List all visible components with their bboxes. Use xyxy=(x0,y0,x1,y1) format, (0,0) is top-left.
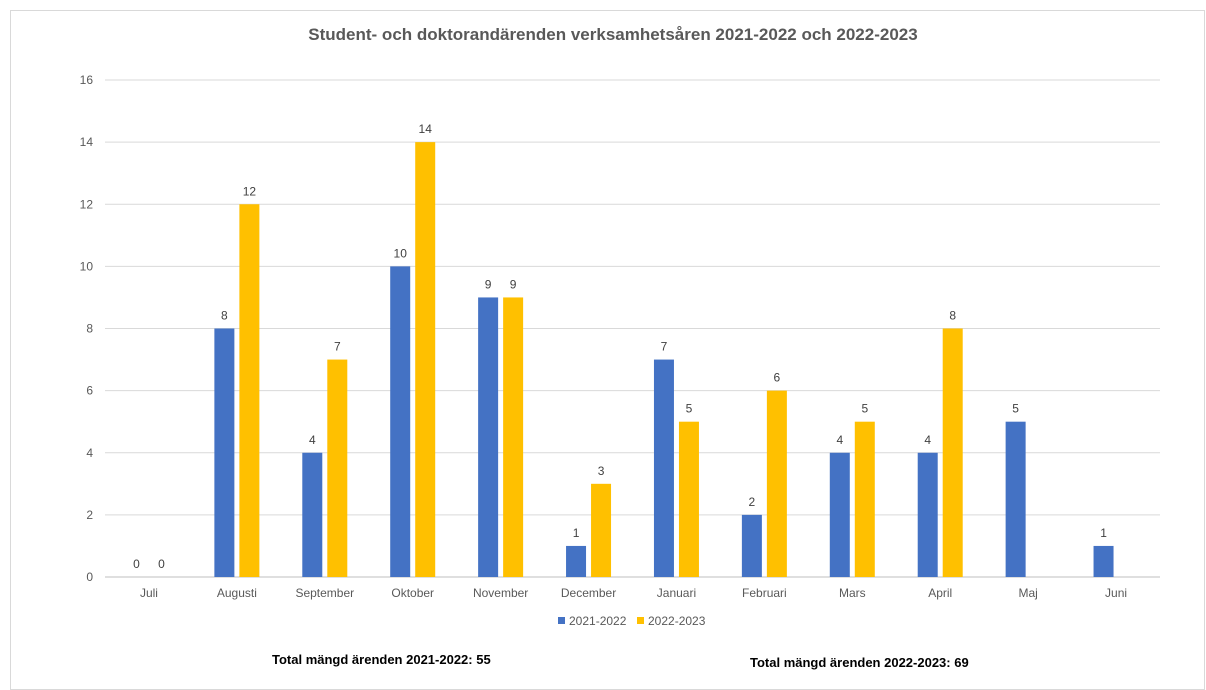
bar xyxy=(1005,421,1026,577)
bar xyxy=(239,204,260,577)
legend-label: 2022-2023 xyxy=(648,614,706,628)
bar xyxy=(766,390,787,577)
x-tick-label: April xyxy=(928,586,952,600)
data-label: 8 xyxy=(221,309,228,323)
bar xyxy=(566,545,587,577)
y-tick-label: 12 xyxy=(80,197,94,211)
bar xyxy=(591,483,612,577)
bar xyxy=(415,142,436,577)
data-label: 1 xyxy=(573,526,580,540)
data-label: 3 xyxy=(598,464,605,478)
data-label: 2 xyxy=(749,495,756,509)
total-2022-2023: Total mängd ärenden 2022-2023: 69 xyxy=(750,655,969,670)
data-label: 6 xyxy=(774,371,781,385)
x-tick-label: Maj xyxy=(1018,586,1037,600)
y-tick-label: 14 xyxy=(80,135,94,149)
data-label: 9 xyxy=(510,277,517,291)
x-tick-label: Augusti xyxy=(217,586,257,600)
legend-swatch xyxy=(637,617,644,624)
legend-label: 2021-2022 xyxy=(569,614,627,628)
bar xyxy=(1093,545,1114,577)
bar xyxy=(214,328,235,577)
x-tick-label: December xyxy=(561,586,616,600)
chart-title: Student- och doktorandärenden verksamhet… xyxy=(308,25,917,44)
x-axis-ticks: Juli Augusti September Oktober November Decem… xyxy=(140,586,1127,600)
x-tick-label: November xyxy=(473,586,528,600)
y-tick-label: 0 xyxy=(86,570,93,584)
bars xyxy=(214,142,1114,577)
data-label: 10 xyxy=(394,246,408,260)
data-label: 0 xyxy=(133,557,140,571)
bar xyxy=(829,452,850,577)
y-tick-label: 8 xyxy=(86,322,93,336)
y-tick-label: 16 xyxy=(80,73,94,87)
y-tick-label: 2 xyxy=(86,508,93,522)
data-label: 8 xyxy=(949,309,956,323)
data-label: 5 xyxy=(686,402,693,416)
gridlines xyxy=(105,79,1160,578)
data-label: 14 xyxy=(419,122,433,136)
bar xyxy=(302,452,323,577)
bar xyxy=(653,359,674,577)
x-tick-label: Januari xyxy=(657,586,696,600)
y-tick-label: 10 xyxy=(80,259,94,273)
data-labels: 0 0 8 12 4 7 10 14 9 9 1 3 7 5 2 6 4 5 4 8 5 1 xyxy=(133,122,1107,571)
data-label: 4 xyxy=(924,433,931,447)
bar xyxy=(327,359,348,577)
data-label: 0 xyxy=(158,557,165,571)
y-tick-label: 6 xyxy=(86,384,93,398)
legend-swatch xyxy=(558,617,565,624)
bar xyxy=(741,514,762,577)
bar xyxy=(917,452,938,577)
y-tick-label: 4 xyxy=(86,446,93,460)
data-label: 5 xyxy=(861,402,868,416)
total-2021-2022: Total mängd ärenden 2021-2022: 55 xyxy=(272,652,491,667)
data-label: 7 xyxy=(661,340,668,354)
bar xyxy=(390,266,411,577)
bar xyxy=(503,297,524,577)
bar xyxy=(854,421,875,577)
x-tick-label: Juni xyxy=(1105,586,1127,600)
x-tick-label: Juli xyxy=(140,586,158,600)
x-tick-label: Mars xyxy=(839,586,866,600)
x-tick-label: Oktober xyxy=(391,586,434,600)
bar xyxy=(942,328,963,577)
bar xyxy=(678,421,699,577)
data-label: 1 xyxy=(1100,526,1107,540)
bar xyxy=(478,297,499,577)
data-label: 4 xyxy=(836,433,843,447)
x-tick-label: Februari xyxy=(742,586,787,600)
data-label: 12 xyxy=(243,184,257,198)
legend: 2021-2022 2022-2023 xyxy=(558,614,706,628)
y-axis-ticks: 0 2 4 6 8 10 12 14 16 xyxy=(80,73,94,584)
x-tick-label: September xyxy=(295,586,354,600)
data-label: 9 xyxy=(485,277,492,291)
data-label: 5 xyxy=(1012,402,1019,416)
data-label: 4 xyxy=(309,433,316,447)
data-label: 7 xyxy=(334,340,341,354)
